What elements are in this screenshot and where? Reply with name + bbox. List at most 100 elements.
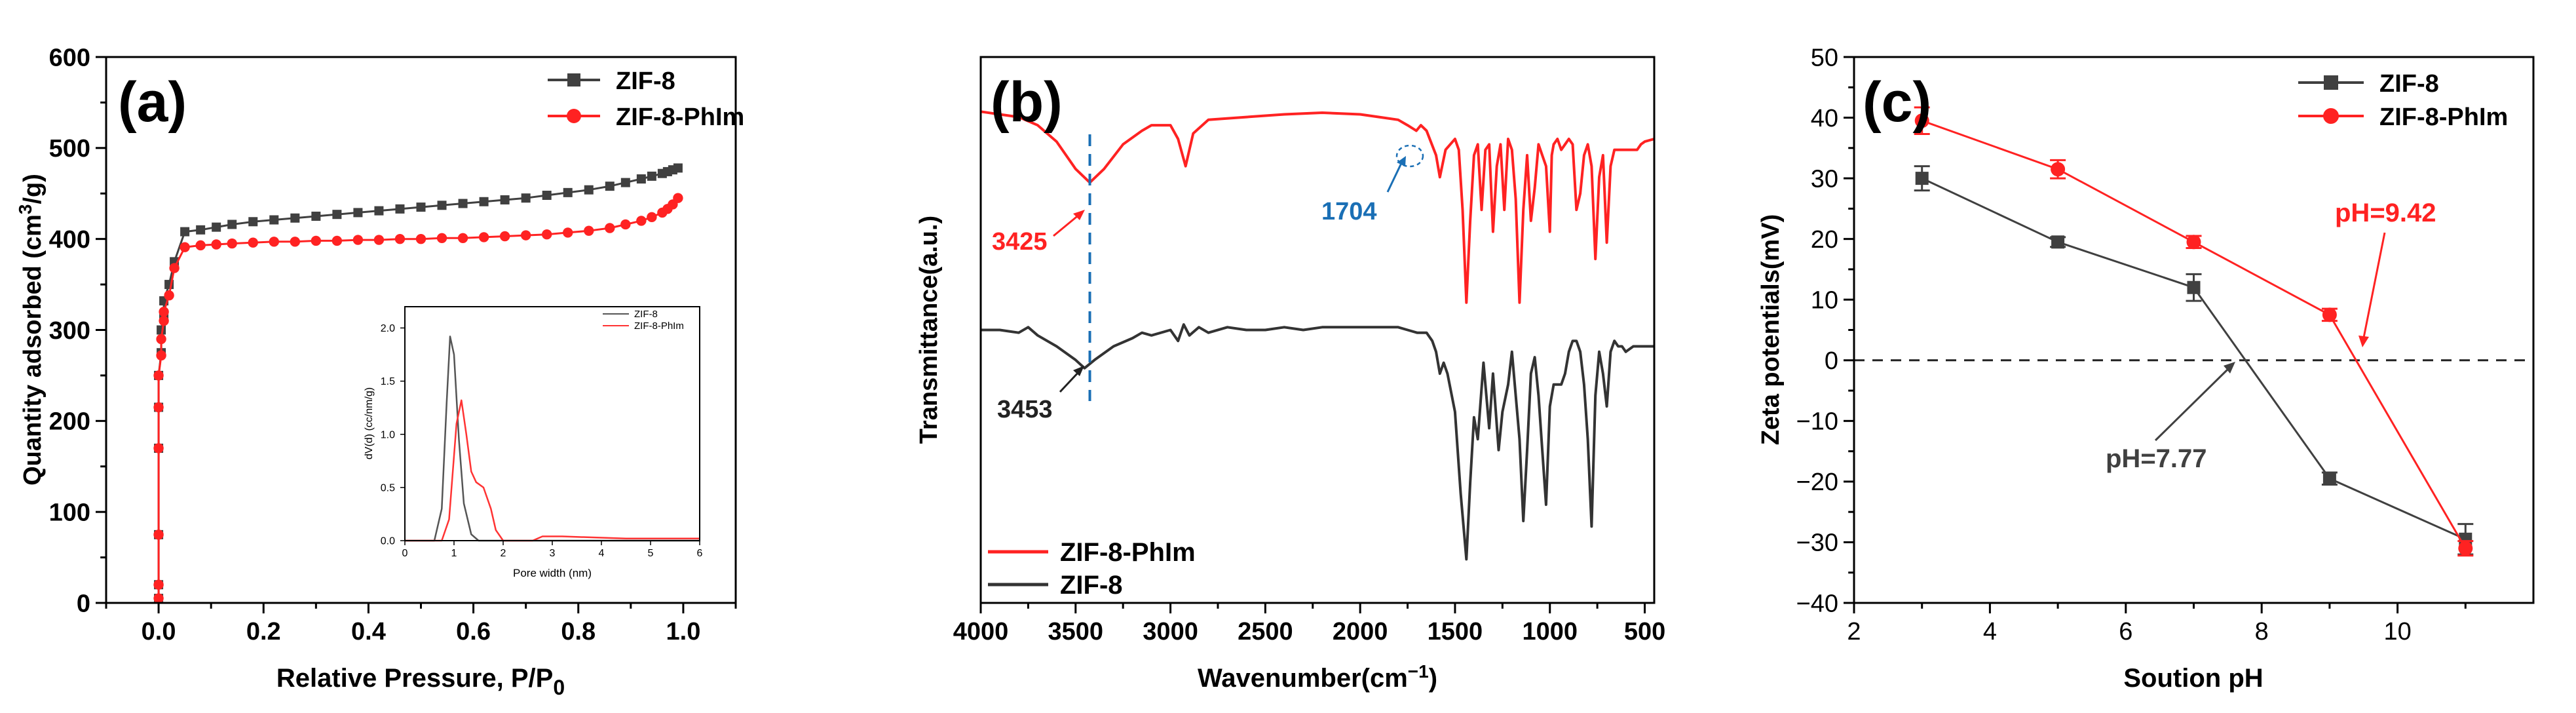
- peak-3453-arrowhead: [1073, 366, 1084, 376]
- y-tick-label: 50: [1811, 44, 1838, 71]
- data-point-square: [437, 201, 447, 210]
- y-tick-label: 400: [49, 226, 90, 254]
- peak-label-1704: 1704: [1321, 198, 1377, 225]
- data-point-circle: [584, 225, 594, 236]
- data-point-square: [2187, 280, 2201, 294]
- data-point-square: [542, 191, 552, 201]
- data-point-circle: [352, 235, 364, 245]
- x-tick-label: 1.0: [666, 618, 701, 646]
- data-point-circle: [415, 233, 426, 244]
- panel-c-legend: ZIF-8 ZIF-8-PhIm: [2298, 70, 2508, 131]
- x-tick-label: 1000: [1522, 618, 1578, 646]
- data-point-circle: [290, 237, 300, 247]
- panel-a-x-axis-label: Relative Pressure, P/P0: [276, 664, 565, 699]
- data-point-square: [416, 202, 426, 212]
- data-point-circle: [211, 239, 221, 250]
- legend-marker-square: [567, 73, 580, 87]
- data-point-square: [311, 211, 321, 221]
- annotation-ph-7-77-arrowhead: [2224, 362, 2235, 374]
- x-tick-label: 2: [501, 548, 506, 559]
- data-point-circle: [153, 402, 164, 413]
- panel-b-axes: 4000 3500 3000 2500 2000 1500 1000 500: [953, 603, 1665, 646]
- data-point-circle: [156, 350, 166, 361]
- y-tick-label: 0.5: [381, 482, 395, 493]
- y-tick-label: −20: [1796, 469, 1838, 496]
- data-point-square: [248, 217, 258, 227]
- legend-label-zif8: ZIF-8: [616, 67, 675, 95]
- data-point-circle: [153, 370, 164, 381]
- y-tick-label: 40: [1811, 105, 1838, 132]
- data-point-circle: [153, 443, 164, 453]
- annotation-ph-9-42-arrowhead: [2358, 336, 2369, 347]
- x-tick-label: 8: [2255, 618, 2269, 646]
- data-point-circle: [373, 235, 385, 245]
- legend-label-zif8-phim: ZIF-8-PhIm: [1060, 538, 1196, 567]
- panel-b-series-layer: [980, 110, 1655, 561]
- data-point-circle: [457, 233, 468, 243]
- data-point-circle: [394, 233, 406, 244]
- y-tick-label: 100: [49, 499, 90, 526]
- x-tick-label: 6: [697, 548, 703, 559]
- data-point-circle: [673, 193, 683, 203]
- data-point-square: [395, 204, 405, 214]
- y-tick-label: 1.0: [381, 429, 395, 440]
- data-point-circle: [248, 237, 258, 248]
- peak-1704-arrow: [1386, 161, 1403, 193]
- x-tick-label: 0.0: [142, 618, 176, 646]
- data-point-circle: [436, 233, 447, 243]
- data-point-circle: [478, 232, 489, 242]
- data-point-circle: [169, 263, 180, 273]
- data-point-circle: [1914, 113, 1929, 128]
- data-point-square: [353, 208, 363, 218]
- peak-3425-arrow: [1053, 213, 1080, 237]
- panel-b-label: (b): [991, 71, 1063, 134]
- x-tick-label: 1500: [1428, 618, 1483, 646]
- data-point-circle: [2186, 235, 2201, 250]
- panel-a-legend: ZIF-8 ZIF-8-PhIm: [548, 67, 744, 131]
- data-point-circle: [195, 240, 206, 251]
- data-point-square: [269, 215, 279, 225]
- x-tick-label: 5: [648, 548, 654, 559]
- data-point-square: [2051, 235, 2065, 249]
- data-point-square: [374, 206, 384, 216]
- annotation-ph-7-77-arrow: [2154, 368, 2229, 442]
- legend-label-zif8-phim: ZIF-8-PhIm: [616, 104, 744, 131]
- x-tick-label: 2: [1847, 618, 1861, 646]
- annotation-ph-9-42: pH=9.42: [2335, 199, 2436, 227]
- annotation-ph-7-77: pH=7.77: [2106, 444, 2207, 473]
- data-point-square: [196, 225, 206, 235]
- data-point-square: [584, 185, 594, 195]
- data-point-circle: [311, 235, 322, 246]
- data-point-square: [605, 182, 615, 191]
- x-tick-label: 10: [2383, 618, 2411, 646]
- y-tick-label: 2.0: [381, 323, 395, 334]
- x-tick-label: 0.2: [246, 618, 281, 646]
- panel-a-series-layer: [153, 163, 683, 604]
- y-tick-label: 500: [49, 135, 90, 163]
- data-point-square: [636, 174, 646, 184]
- y-tick-label: 600: [49, 44, 90, 71]
- panel-a-axes: 0.0 0.2 0.4 0.6 0.8 1.0 0 100 200 300 400 500 600: [49, 44, 737, 646]
- data-point-circle: [159, 307, 169, 317]
- data-point-square: [212, 222, 221, 232]
- data-point-square: [500, 195, 510, 204]
- data-point-square: [458, 199, 468, 208]
- data-point-circle: [227, 238, 237, 249]
- series-line-zif-8: [981, 323, 1654, 561]
- panel-a-y-axis-label: Quantity adsorbed (cm3/g): [15, 174, 47, 486]
- data-point-circle: [2458, 541, 2473, 556]
- y-tick-label: 0: [1825, 347, 1838, 375]
- data-point-circle: [499, 231, 510, 242]
- data-point-circle: [2051, 162, 2066, 177]
- data-point-circle: [164, 290, 174, 301]
- data-point-square: [521, 193, 531, 203]
- y-tick-label: 0: [77, 590, 90, 617]
- peak-1704-arrowhead: [1397, 156, 1406, 166]
- x-tick-label: 3000: [1143, 618, 1198, 646]
- series-line-zif-8-phim: [980, 110, 1655, 304]
- data-point-circle: [331, 235, 343, 246]
- data-point-square: [332, 210, 342, 220]
- data-point-circle: [156, 334, 166, 345]
